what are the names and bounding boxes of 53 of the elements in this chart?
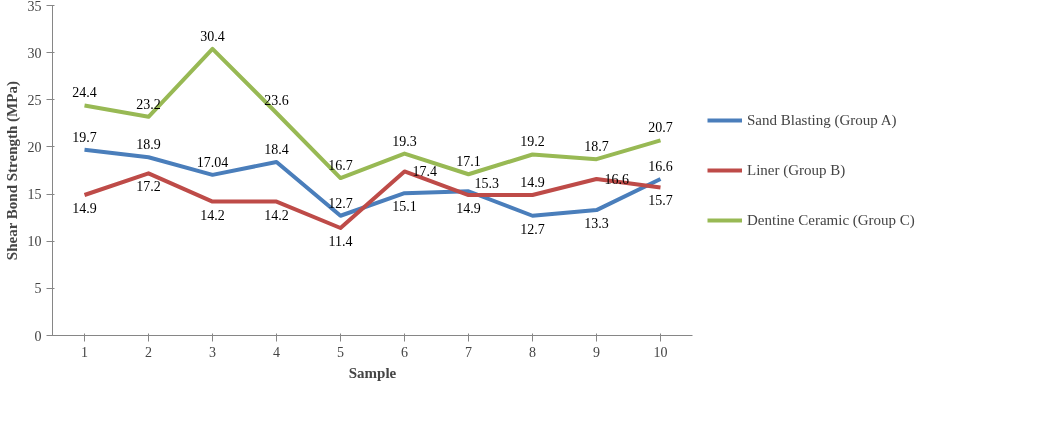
data-label: 18.9 <box>136 137 161 153</box>
y-tick-label: 35 <box>27 0 42 14</box>
data-label: 12.7 <box>520 221 545 237</box>
data-label: 17.1 <box>456 154 481 170</box>
y-tick-label: 20 <box>27 139 42 155</box>
data-label: 24.4 <box>72 85 97 101</box>
y-axis-title: Shear Bond Strength (MPa) <box>3 81 21 261</box>
x-tick-label: 4 <box>273 344 280 360</box>
data-label: 23.2 <box>136 96 161 112</box>
x-tick-label: 9 <box>593 344 600 360</box>
y-tick-label: 0 <box>34 328 42 344</box>
data-label: 18.4 <box>264 142 289 158</box>
data-label: 19.2 <box>520 134 545 150</box>
x-axis-title: Sample <box>348 364 397 381</box>
data-label: 14.9 <box>520 175 545 191</box>
data-label: 15.3 <box>474 176 499 192</box>
y-tick-label: 15 <box>27 187 42 203</box>
data-label: 19.3 <box>392 133 417 149</box>
x-tick-label: 2 <box>145 344 152 360</box>
y-tick-label: 5 <box>34 281 42 297</box>
legend-label: Liner (Group B) <box>747 161 846 179</box>
data-label: 14.9 <box>72 201 97 217</box>
data-label: 11.4 <box>328 234 353 250</box>
data-label: 15.7 <box>648 193 673 209</box>
legend-label: Dentine Ceramic (Group C) <box>747 211 915 229</box>
data-label: 13.3 <box>584 216 609 232</box>
data-label: 23.6 <box>264 92 289 108</box>
x-tick-label: 3 <box>209 344 216 360</box>
data-label: 30.4 <box>200 28 225 44</box>
x-tick-label: 8 <box>529 344 536 360</box>
data-label: 14.2 <box>264 207 289 223</box>
data-label: 17.4 <box>412 164 437 180</box>
data-label: 16.6 <box>648 158 673 174</box>
data-label: 15.1 <box>392 199 417 215</box>
data-label: 16.6 <box>604 171 629 187</box>
data-label: 12.7 <box>328 195 353 211</box>
x-tick-label: 6 <box>401 344 408 360</box>
x-tick-label: 7 <box>465 344 472 360</box>
x-tick-label: 1 <box>81 344 88 360</box>
data-label: 18.7 <box>584 139 609 155</box>
data-label: 17.2 <box>136 179 161 195</box>
y-tick-label: 30 <box>27 45 42 61</box>
data-label: 16.7 <box>328 158 353 174</box>
data-label: 17.04 <box>196 154 229 170</box>
data-label: 14.2 <box>200 207 225 223</box>
y-tick-label: 25 <box>27 92 42 108</box>
x-tick-label: 10 <box>653 344 668 360</box>
legend-label: Sand Blasting (Group A) <box>747 111 897 129</box>
x-tick-label: 5 <box>337 344 344 360</box>
y-tick-label: 10 <box>27 234 42 250</box>
data-label: 14.9 <box>456 201 481 217</box>
data-label: 19.7 <box>72 129 97 145</box>
data-label: 20.7 <box>648 120 673 136</box>
